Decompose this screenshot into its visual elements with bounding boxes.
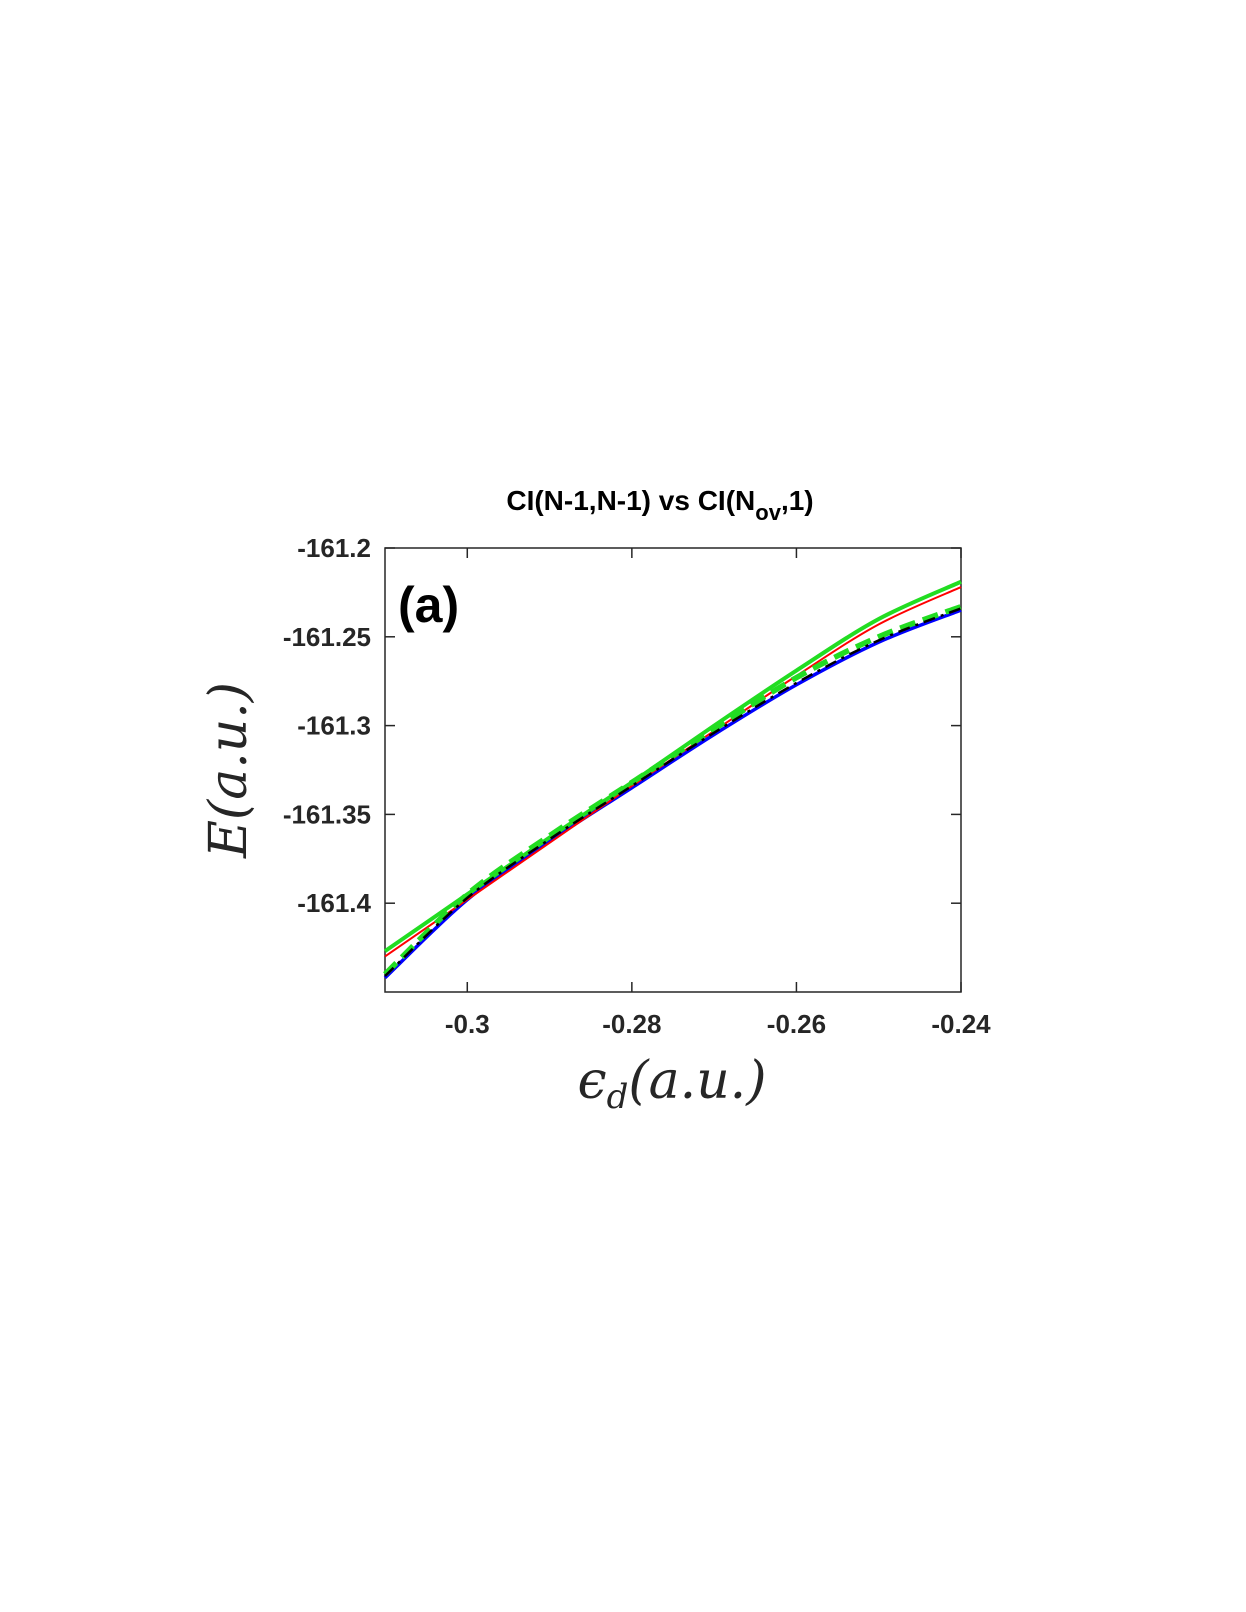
series-line-5 [384, 607, 962, 977]
x-axis-label-symbol: ϵ [577, 1051, 606, 1111]
x-ticks: -0.3 -0.28 -0.26 -0.24 [445, 548, 991, 1039]
x-tick-label: -0.26 [767, 1009, 826, 1039]
series-line-3 [383, 579, 962, 953]
chart-title-subscript: ov [755, 500, 781, 525]
y-tick-label: -161.35 [283, 799, 371, 829]
chart-title-prefix: CI(N-1,N-1) vs CI(N [506, 485, 755, 516]
chart-title: CI(N-1,N-1) vs CI(Nov,1) [506, 485, 813, 525]
chart-title-suffix: ,1) [781, 485, 814, 516]
x-tick-label: -0.28 [602, 1009, 661, 1039]
x-axis-label-subscript: d [607, 1077, 629, 1117]
y-tick-label: -161.2 [297, 533, 371, 563]
x-axis-label-unit: (a.u.) [628, 1051, 766, 1111]
x-tick-label: -0.24 [931, 1009, 991, 1039]
series-line-4 [383, 604, 962, 977]
y-tick-label: -161.25 [283, 622, 371, 652]
y-tick-label: -161.4 [297, 888, 371, 918]
x-tick-label: -0.3 [445, 1009, 490, 1039]
y-tick-label: -161.3 [297, 711, 371, 741]
series-layer [383, 579, 962, 980]
y-axis-label: E(a.u.) [199, 682, 259, 859]
x-axis-label: ϵd(a.u.) [577, 1051, 766, 1117]
y-ticks: -161.2 -161.25 -161.3 -161.35 -161.4 [283, 533, 961, 918]
plot-area [384, 547, 962, 993]
panel-label: (a) [398, 577, 459, 633]
